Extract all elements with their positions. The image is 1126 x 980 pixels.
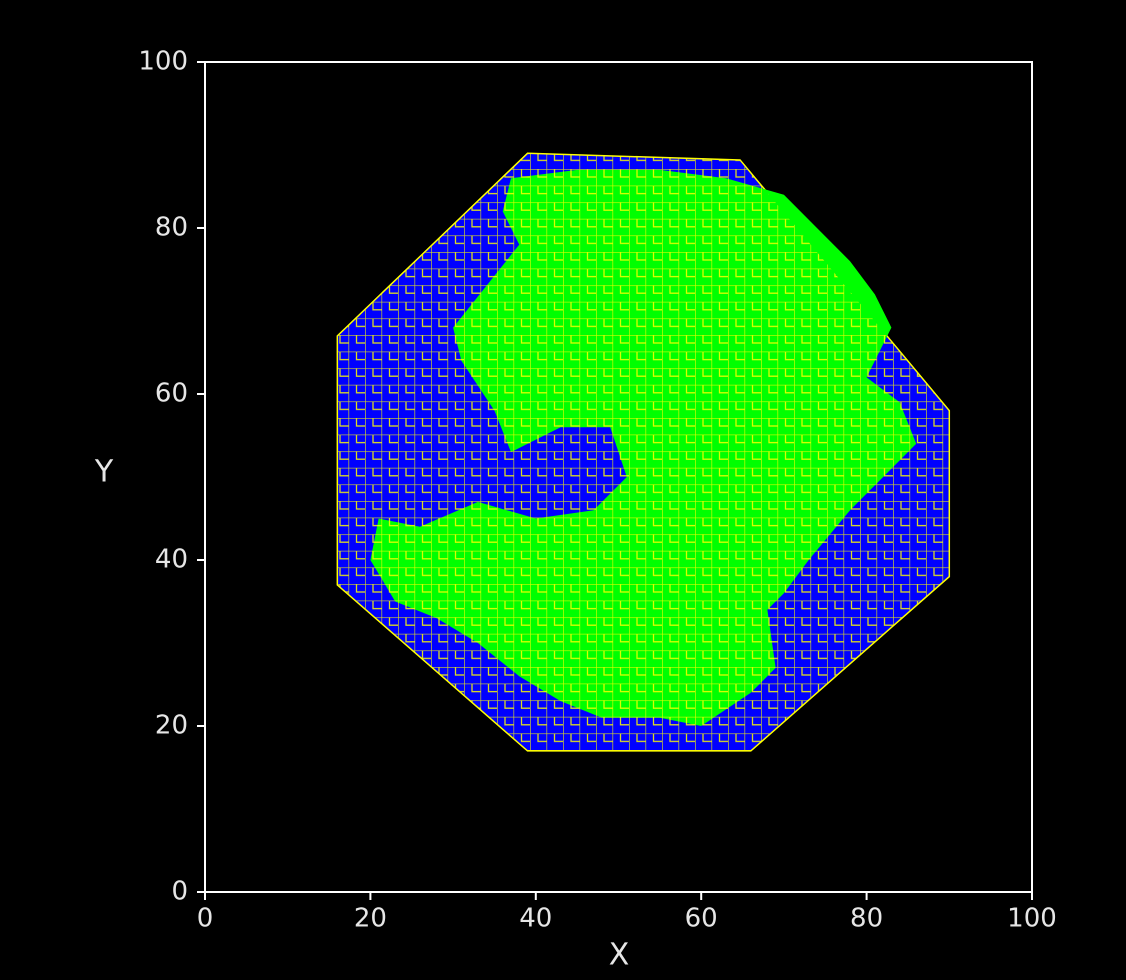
x-tick-label: 100 [1007,904,1057,934]
y-tick-label: 40 [155,545,188,575]
x-tick-label: 60 [685,904,718,934]
x-tick-label: 0 [197,904,214,934]
y-axis-label: Y [94,455,114,490]
plot-frame [204,61,1033,893]
y-tick-label: 0 [171,877,188,907]
x-axis-label: X [609,938,630,973]
y-tick-label: 100 [138,47,188,77]
y-tick-label: 60 [155,379,188,409]
y-tick-label: 20 [155,711,188,741]
x-tick-label: 40 [519,904,552,934]
x-tick-label: 20 [354,904,387,934]
mesh-overlay [337,153,950,751]
x-tick-label: 80 [850,904,883,934]
y-tick-label: 80 [155,213,188,243]
regions [336,152,951,752]
